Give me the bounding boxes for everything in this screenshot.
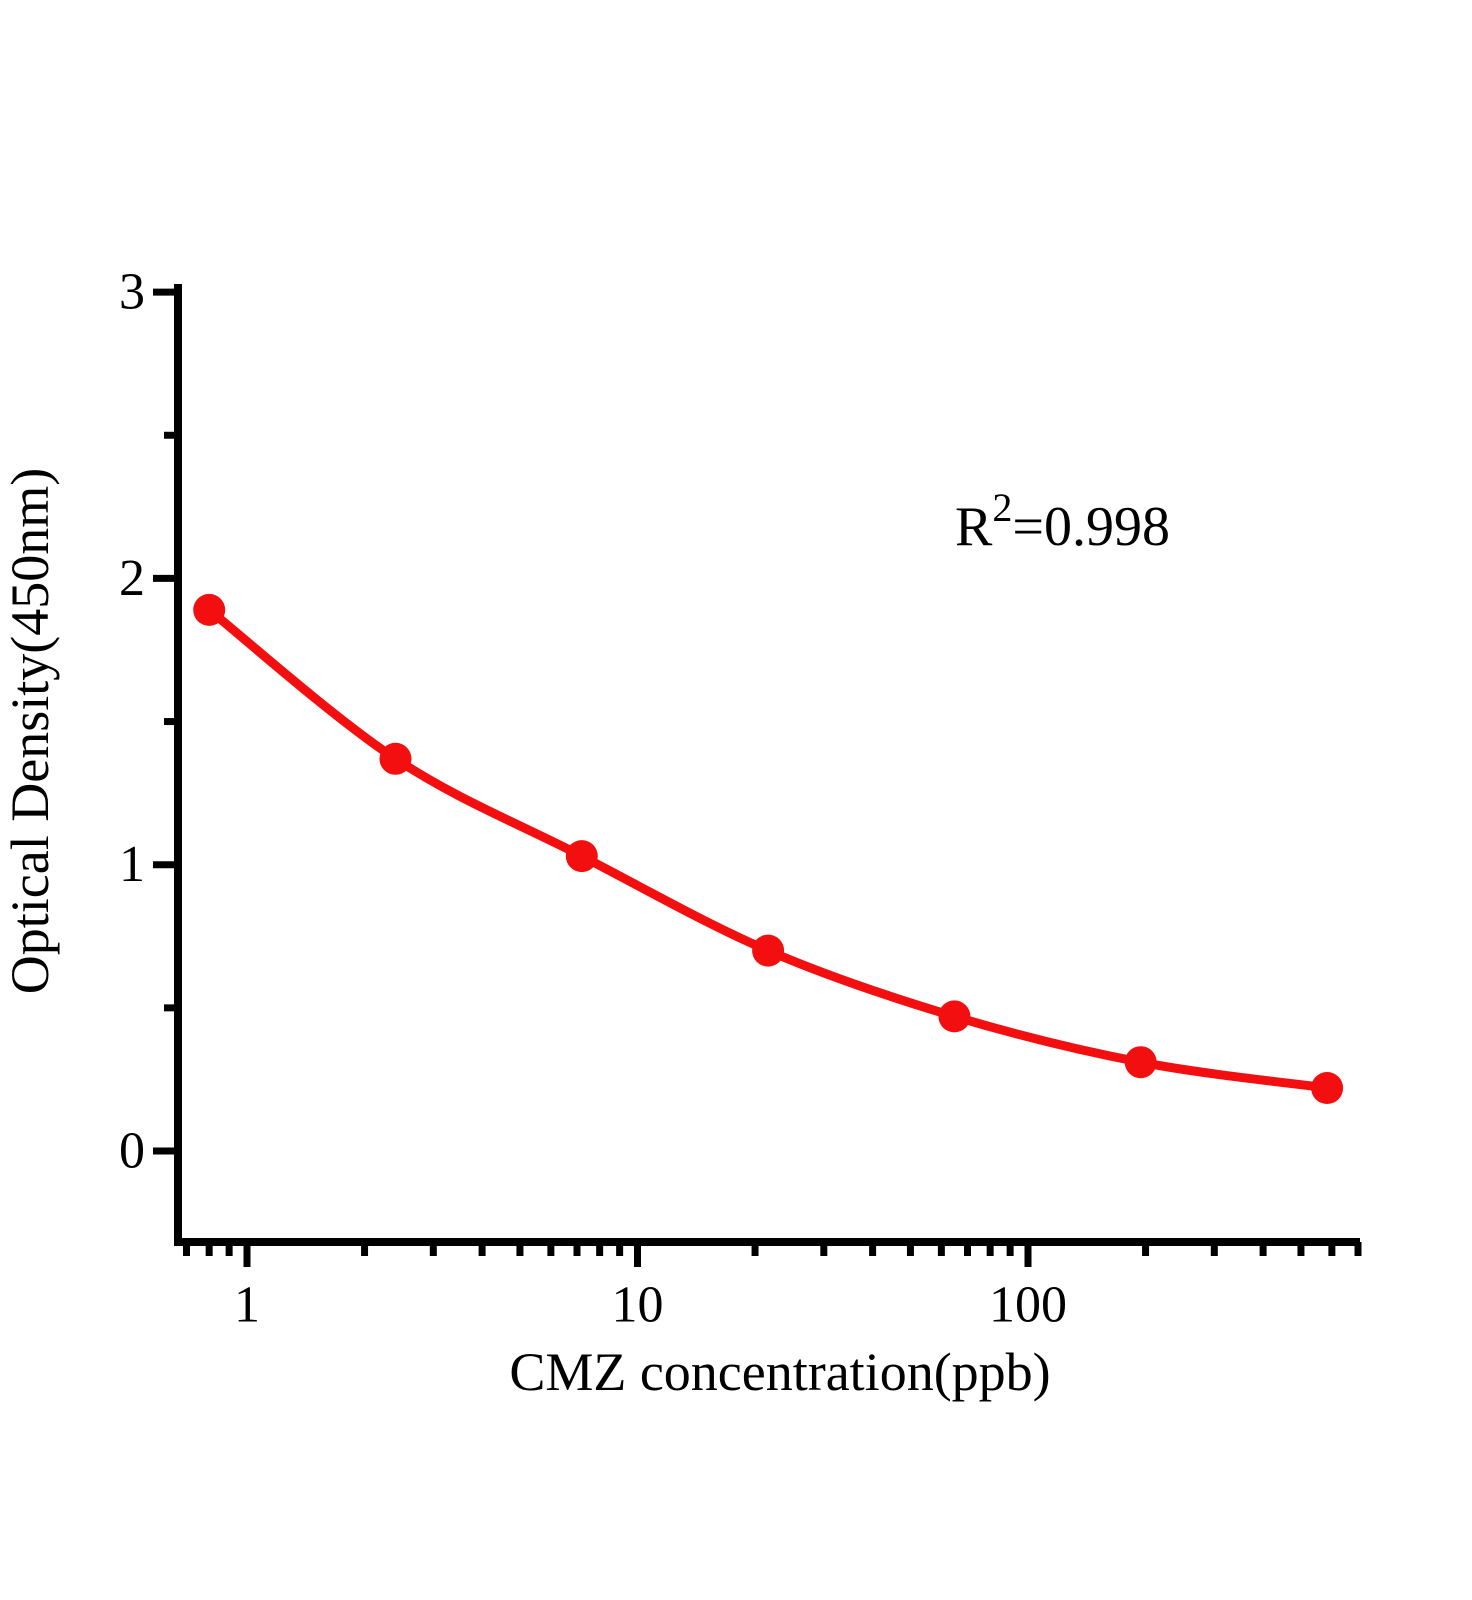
data-point-marker xyxy=(379,742,412,775)
data-point-marker xyxy=(565,840,598,873)
data-point-marker xyxy=(193,593,226,626)
data-point-marker xyxy=(938,1000,971,1033)
axes xyxy=(174,284,1360,1246)
data-point-marker xyxy=(752,934,785,967)
axis-tick-labels: 0 1 2 3 1 10 100 xyxy=(119,264,1067,1334)
data-point-marker xyxy=(1311,1072,1344,1104)
data-point-marker xyxy=(1124,1046,1157,1079)
y-tick-label: 2 xyxy=(119,550,145,607)
data-points xyxy=(193,593,1344,1104)
y-tick-label: 3 xyxy=(119,264,145,321)
y-tick-label: 1 xyxy=(119,836,145,893)
x-axis-title: CMZ concentration(ppb) xyxy=(509,1342,1050,1402)
y-axis-title: Optical Density(450nm) xyxy=(0,468,60,994)
y-tick-label: 0 xyxy=(119,1123,145,1180)
r-squared-annotation: R2=0.998 xyxy=(955,485,1170,558)
x-tick-label: 1 xyxy=(234,1277,260,1334)
x-tick-label: 10 xyxy=(612,1277,664,1334)
x-tick-label: 100 xyxy=(989,1277,1067,1334)
axis-ticks xyxy=(153,288,1362,1267)
fit-curve-line xyxy=(206,606,1328,1093)
axis-lines xyxy=(174,284,1360,1246)
